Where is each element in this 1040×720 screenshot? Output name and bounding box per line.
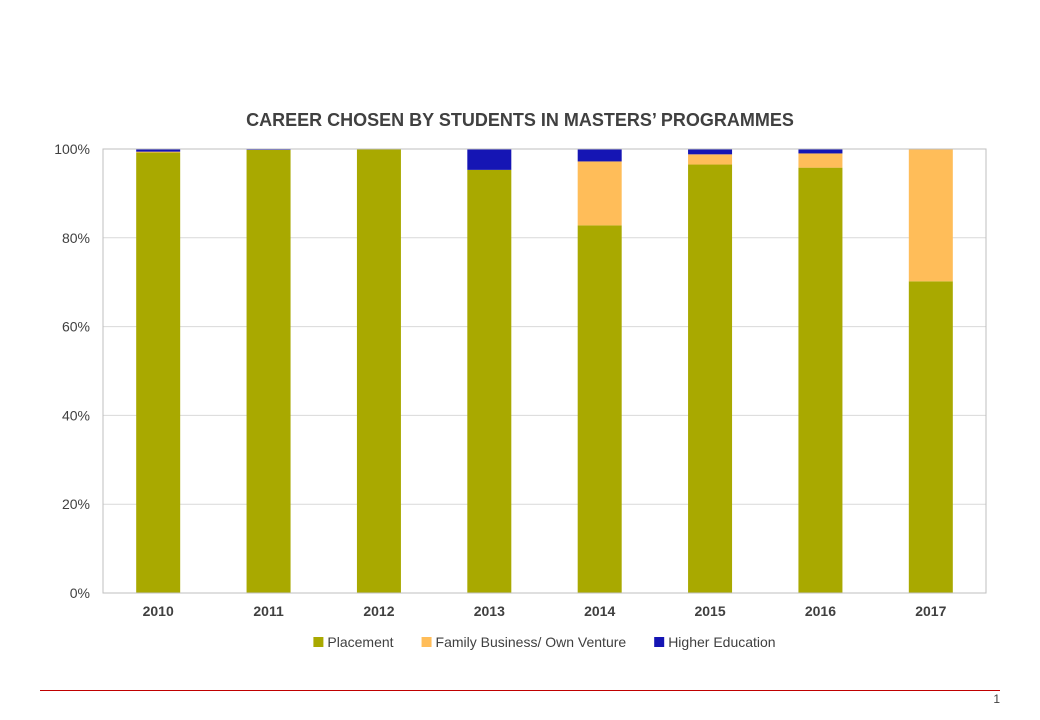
legend-swatch — [421, 637, 432, 647]
legend-swatch — [313, 637, 324, 647]
page-number: 1 — [993, 692, 1000, 706]
y-tick-label: 80% — [62, 230, 90, 246]
bar-2015-series-1 — [688, 154, 733, 165]
x-tick-label: 2014 — [584, 603, 615, 619]
plot-area-border — [102, 148, 987, 594]
bars — [136, 149, 953, 594]
x-tick-label: 2012 — [363, 603, 394, 619]
bar-2011-series-0 — [246, 149, 291, 593]
y-axis-ticks: 0% 20% 40% 60% 80% 100% — [54, 141, 90, 601]
legend-item: Placement — [313, 634, 394, 650]
x-tick-label: 2010 — [143, 603, 174, 619]
x-tick-label: 2015 — [694, 603, 725, 619]
y-tick-label: 0% — [70, 585, 90, 601]
x-tick-label: 2016 — [805, 603, 836, 619]
legend: Placement Family Business/ Own Venture Hig… — [313, 634, 776, 650]
y-tick-label: 40% — [62, 407, 90, 423]
bar-2016-series-2 — [798, 149, 843, 154]
footer-divider — [40, 690, 1000, 691]
legend-label: Family Business/ Own Venture — [436, 634, 627, 650]
legend-item: Family Business/ Own Venture — [421, 634, 627, 650]
bar-2010-series-2 — [136, 149, 181, 152]
legend-label: Placement — [327, 634, 393, 650]
x-tick-label: 2011 — [253, 603, 284, 619]
legend-label: Higher Education — [668, 634, 775, 650]
bar-2013-series-0 — [467, 169, 512, 594]
y-tick-label: 60% — [62, 319, 90, 335]
legend-swatch — [654, 637, 665, 647]
chart-title: CAREER CHOSEN BY STUDENTS IN MASTERS’ PR… — [246, 110, 794, 130]
bar-2013-series-2 — [467, 149, 512, 170]
bar-2016-series-0 — [798, 167, 843, 593]
x-tick-label: 2017 — [915, 603, 946, 619]
bar-2010-series-0 — [136, 152, 181, 593]
x-axis-ticks: 2010 2011 2012 2013 2014 2015 2016 2017 — [143, 603, 947, 619]
bar-2017-series-1 — [908, 149, 953, 282]
bar-2015-series-2 — [688, 149, 733, 155]
bar-2016-series-1 — [798, 153, 843, 168]
bar-2010-series-1 — [136, 151, 181, 153]
gridlines — [103, 148, 986, 594]
bar-2012-series-0 — [356, 149, 401, 593]
bar-2014-series-0 — [577, 225, 622, 594]
x-tick-label: 2013 — [474, 603, 505, 619]
bar-2014-series-2 — [577, 149, 622, 162]
legend-item: Higher Education — [654, 634, 776, 650]
bar-2017-series-0 — [908, 281, 953, 593]
bar-2015-series-0 — [688, 164, 733, 594]
y-tick-label: 100% — [54, 141, 90, 157]
y-tick-label: 20% — [62, 496, 90, 512]
bar-2014-series-1 — [577, 161, 622, 226]
